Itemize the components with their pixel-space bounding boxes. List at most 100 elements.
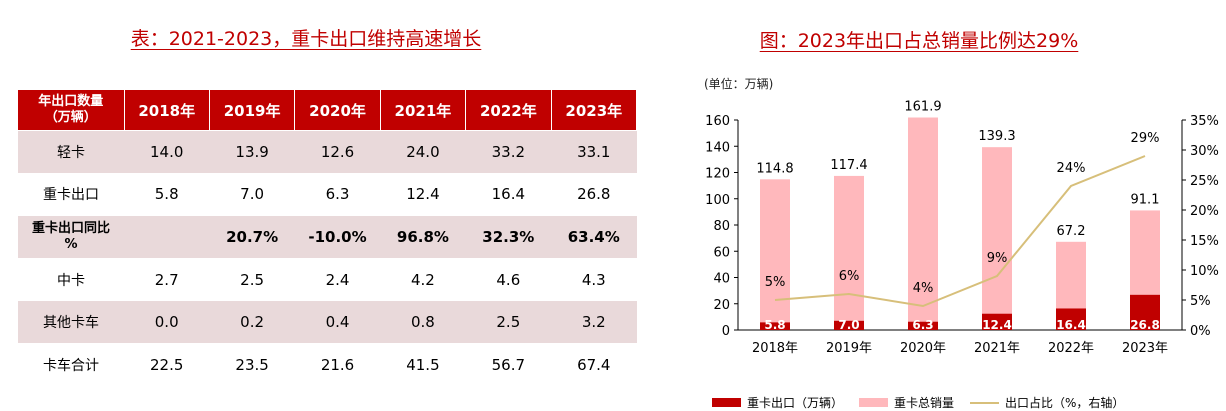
table-row: 中卡 2.7 2.5 2.4 4.2 4.6 4.3 [18, 257, 637, 301]
table-cell: 33.1 [551, 130, 637, 174]
table-cell: 2.5 [209, 257, 295, 301]
data-label-total: 161.9 [904, 100, 941, 115]
table-cell: 24.0 [380, 130, 466, 174]
row-label: 卡车合计 [18, 342, 124, 386]
bar-total [760, 179, 790, 330]
bar-total [982, 147, 1012, 330]
data-label-ratio: 29% [1131, 131, 1160, 146]
table-cell: 0.4 [294, 300, 381, 344]
y-tick-label-right: 15% [1190, 234, 1219, 249]
table-cell: 67.4 [551, 342, 637, 386]
data-label-ratio: 24% [1057, 161, 1086, 176]
y-tick-label-left: 140 [705, 140, 730, 155]
export-table: 年出口数量 （万辆） 2018年 2019年 2020年 2021年 2022年 … [18, 90, 638, 386]
table-cell: 0.2 [209, 300, 295, 344]
data-label-export: 12.4 [982, 318, 1012, 332]
data-label-export: 16.4 [1056, 318, 1086, 332]
table-cell: 4.2 [380, 257, 466, 301]
table-cell: 3.2 [551, 300, 637, 344]
data-label-export: 5.8 [764, 318, 785, 332]
table-title: 表：2021-2023，重卡出口维持高速增长 [130, 28, 482, 50]
data-label-total: 114.8 [756, 161, 793, 176]
y-tick-label-right: 20% [1190, 204, 1219, 219]
table-header-year: 2022年 [465, 90, 552, 131]
legend-swatch-total [859, 398, 889, 407]
row-label: 重卡出口 [18, 172, 124, 216]
table-header-row: 年出口数量 （万辆） 2018年 2019年 2020年 2021年 2022年 … [18, 90, 638, 131]
table-cell: 63.4% [551, 215, 637, 259]
legend-swatch-export [712, 398, 741, 407]
x-tick-label: 2022年 [1048, 341, 1094, 356]
y-tick-label-right: 10% [1190, 264, 1219, 279]
table-cell: 16.4 [465, 172, 552, 216]
table-cell: 6.3 [294, 172, 381, 216]
table-cell: 2.7 [124, 257, 210, 301]
table-cell: 41.5 [380, 342, 466, 386]
bar-export [982, 313, 1012, 330]
bar-total [834, 175, 864, 330]
y-tick-label-right: 25% [1190, 174, 1219, 189]
data-label-ratio: 6% [839, 269, 860, 284]
x-tick-label: 2021年 [974, 341, 1020, 356]
table-cell: 0.0 [124, 300, 210, 344]
x-tick-label: 2020年 [900, 341, 946, 356]
data-label-export: 6.3 [912, 318, 933, 332]
table-cell: 22.5 [124, 342, 210, 386]
data-label-ratio: 9% [987, 251, 1008, 266]
table-cell: 23.5 [209, 342, 295, 386]
x-tick-label: 2019年 [826, 341, 872, 356]
data-label-ratio: 5% [765, 275, 786, 290]
table-cell: 20.7% [209, 215, 295, 259]
legend-label: 重卡总销量 [894, 396, 955, 410]
table-header-year: 2021年 [380, 90, 467, 131]
y-tick-label-left: 80 [713, 219, 730, 234]
table-row: 卡车合计 22.5 23.5 21.6 41.5 56.7 67.4 [18, 342, 637, 386]
table-cell: 12.4 [380, 172, 466, 216]
table-header-label: 年出口数量 （万辆） [18, 90, 125, 131]
data-label-total: 117.4 [830, 158, 867, 173]
data-label-ratio: 4% [913, 281, 934, 296]
table-row: 其他卡车 0.0 0.2 0.4 0.8 2.5 3.2 [18, 300, 637, 344]
table-row: 轻卡 14.0 13.9 12.6 24.0 33.2 33.1 [18, 130, 637, 174]
table-header-year: 2018年 [124, 90, 210, 131]
legend-item-ratio: 出口占比（%，右轴） [970, 394, 1124, 411]
table-cell: 4.6 [465, 257, 552, 301]
row-label: 重卡出口同比% [18, 215, 124, 259]
table-header-year: 2019年 [209, 90, 296, 131]
y-tick-label-right: 5% [1190, 294, 1211, 309]
row-label: 其他卡车 [18, 300, 124, 344]
legend-swatch-ratio [970, 401, 1000, 404]
bar-export [1056, 308, 1086, 330]
legend-label: 出口占比（%，右轴） [1005, 396, 1125, 410]
bar-total [908, 117, 938, 330]
y-tick-label-right: 30% [1190, 144, 1219, 159]
y-tick-label-right: 0% [1190, 324, 1211, 339]
chart-title: 图：2023年出口占总销量比例达29% [759, 30, 1079, 52]
table-cell [124, 215, 210, 259]
table-cell: 2.5 [465, 300, 552, 344]
export-chart: 0 20 40 60 80 100 120 140 160 0% 5% 10% 15% 20% 25% 30%… [705, 100, 1219, 356]
y-tick-label-left: 100 [705, 193, 730, 208]
bar-export [908, 321, 938, 330]
table-row: 重卡出口同比% 20.7% -10.0% 96.8% 32.3% 63.4% [18, 215, 637, 259]
table-cell: 12.6 [294, 130, 381, 174]
legend-item-export: 重卡出口（万辆） [712, 394, 843, 411]
data-label-export: 26.8 [1130, 318, 1160, 332]
table-row: 重卡出口 5.8 7.0 6.3 12.4 16.4 26.8 [18, 172, 637, 216]
table-cell: 96.8% [380, 215, 466, 259]
bar-export [760, 322, 790, 330]
y-tick-label-left: 160 [705, 114, 730, 129]
y-tick-label-left: 60 [713, 245, 730, 260]
chart-unit-label: (单位：万辆) [704, 77, 774, 91]
data-label-export: 7.0 [838, 318, 859, 332]
data-label-total: 139.3 [978, 129, 1015, 144]
legend-label: 重卡出口（万辆） [747, 396, 844, 410]
table-cell: 14.0 [124, 130, 210, 174]
table-cell: 2.4 [294, 257, 381, 301]
legend-item-total: 重卡总销量 [859, 394, 954, 411]
bar-export [834, 320, 864, 330]
y-tick-label-left: 120 [705, 167, 730, 182]
table-cell: 0.8 [380, 300, 466, 344]
table-cell: 13.9 [209, 130, 295, 174]
data-label-total: 91.1 [1131, 192, 1160, 207]
